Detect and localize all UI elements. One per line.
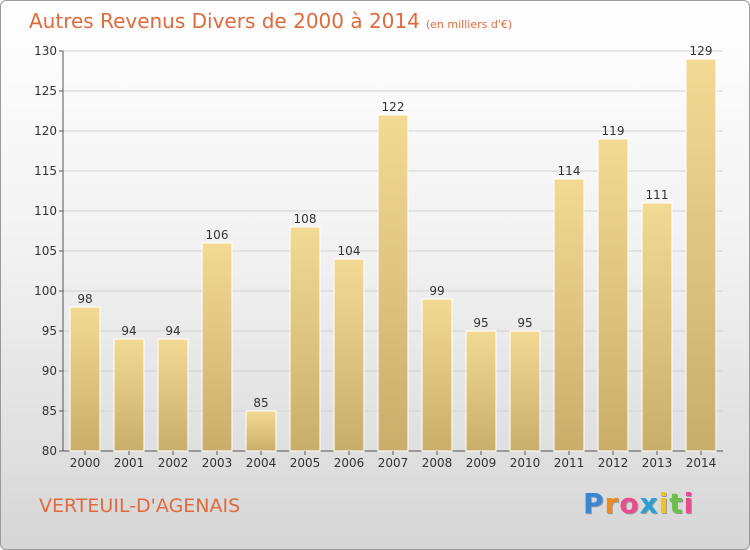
logo-letter: r [604, 487, 620, 520]
data-label: 94 [165, 324, 180, 338]
logo-letter: i [658, 487, 670, 520]
x-tick-label: 2014 [686, 456, 717, 470]
data-label: 94 [121, 324, 136, 338]
logo-letter: i [683, 487, 695, 520]
y-tick-label: 110 [34, 204, 57, 218]
x-tick-label: 2012 [598, 456, 629, 470]
logo-letter: x [639, 487, 659, 520]
bar [377, 114, 409, 452]
bar [245, 410, 277, 452]
chart-title-text: Autres Revenus Divers de 2000 à 2014 [29, 9, 420, 33]
y-tick-label: 120 [34, 124, 57, 138]
y-tick-label: 85 [42, 404, 57, 418]
x-tick-label: 2002 [158, 456, 189, 470]
x-tick-label: 2004 [246, 456, 277, 470]
x-tick-label: 2013 [642, 456, 673, 470]
bar [157, 338, 189, 452]
data-label: 108 [294, 212, 317, 226]
data-label: 104 [338, 244, 361, 258]
bar [333, 258, 365, 452]
x-tick-label: 2003 [202, 456, 233, 470]
bar [113, 338, 145, 452]
logo-letter: o [619, 487, 640, 520]
x-tick-label: 2001 [114, 456, 145, 470]
bar [509, 330, 541, 452]
y-tick-label: 90 [42, 364, 57, 378]
logo-letter: t [669, 487, 684, 520]
bar [597, 138, 629, 452]
data-label: 95 [517, 316, 532, 330]
y-tick-label: 100 [34, 284, 57, 298]
chart-title: Autres Revenus Divers de 2000 à 2014 (en … [29, 9, 512, 33]
logo-letter: P [583, 487, 605, 520]
bar [553, 178, 585, 452]
y-tick-label: 105 [34, 244, 57, 258]
commune-name: VERTEUIL-D'AGENAIS [39, 495, 241, 517]
data-label: 122 [382, 100, 405, 114]
y-tick-label: 115 [34, 164, 57, 178]
proxiti-logo: Proxiti [583, 487, 694, 520]
x-tick-label: 2011 [554, 456, 585, 470]
data-label: 95 [473, 316, 488, 330]
y-tick-label: 125 [34, 84, 57, 98]
bar [685, 58, 717, 452]
bar [421, 298, 453, 452]
bar [465, 330, 497, 452]
x-tick-label: 2008 [422, 456, 453, 470]
y-tick-label: 95 [42, 324, 57, 338]
x-tick-label: 2009 [466, 456, 497, 470]
data-label: 111 [646, 188, 669, 202]
x-tick-label: 2007 [378, 456, 409, 470]
data-label: 119 [602, 124, 625, 138]
bar [201, 242, 233, 452]
data-label: 106 [206, 228, 229, 242]
x-tick-label: 2000 [70, 456, 101, 470]
x-tick-label: 2010 [510, 456, 541, 470]
bar [641, 202, 673, 452]
x-tick-label: 2005 [290, 456, 321, 470]
y-tick-label: 80 [42, 444, 57, 458]
data-label: 129 [690, 44, 713, 58]
data-label: 98 [77, 292, 92, 306]
data-label: 85 [253, 396, 268, 410]
x-tick-label: 2006 [334, 456, 365, 470]
data-label: 99 [429, 284, 444, 298]
chart-subtitle: (en milliers d'€) [425, 18, 513, 31]
y-tick-label: 130 [34, 44, 57, 58]
bar [69, 306, 101, 452]
data-label: 114 [558, 164, 581, 178]
bar [289, 226, 321, 452]
